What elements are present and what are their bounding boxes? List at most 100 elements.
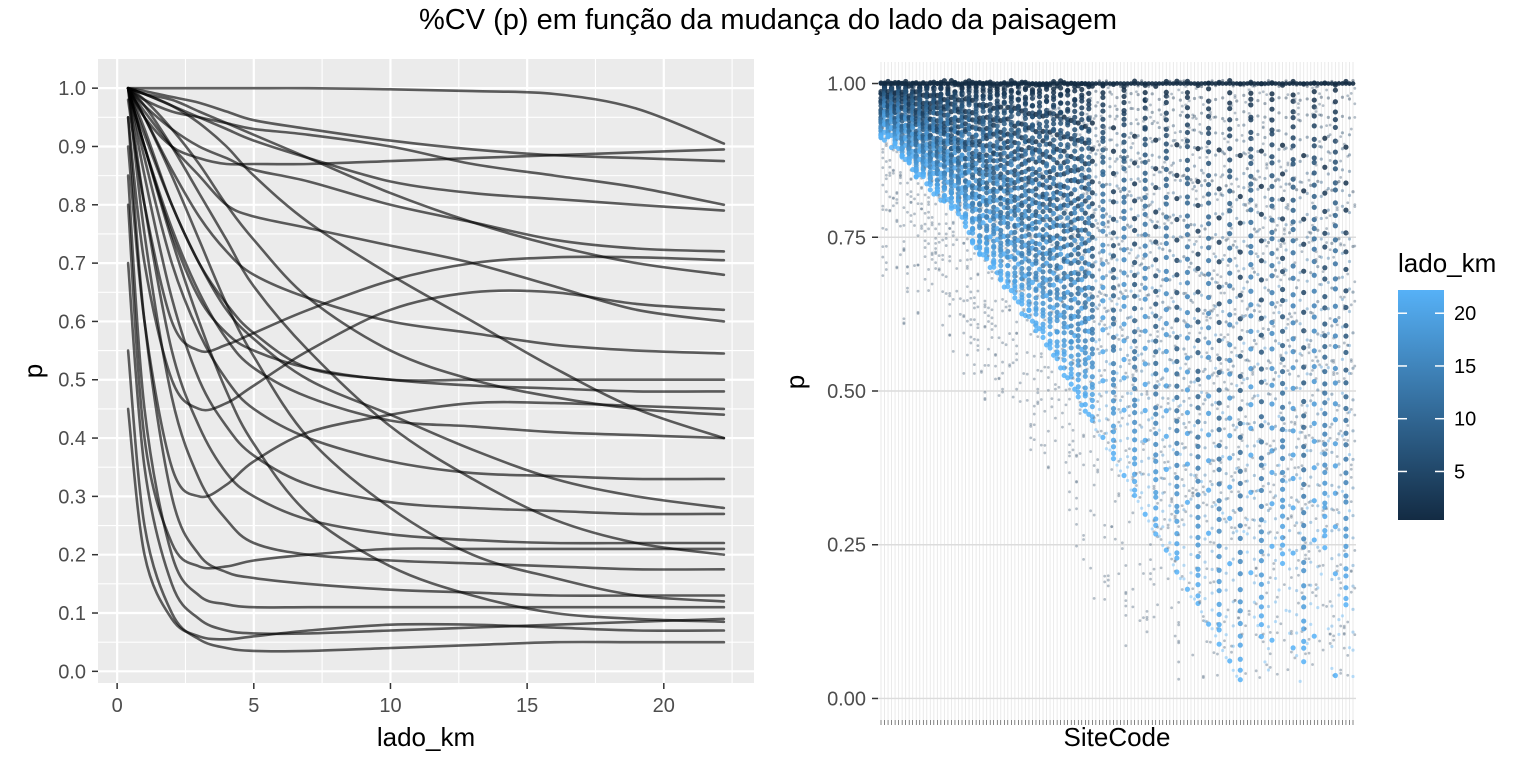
data-point <box>1219 402 1223 406</box>
data-point <box>1174 518 1180 524</box>
data-point <box>1157 125 1161 130</box>
data-point <box>1092 420 1096 424</box>
data-point <box>1005 262 1011 269</box>
data-point <box>1240 371 1244 375</box>
data-point <box>1025 372 1029 376</box>
data-point <box>1226 140 1230 144</box>
data-point <box>1191 587 1195 591</box>
data-point <box>881 208 885 212</box>
data-point <box>1103 535 1107 539</box>
data-point <box>1180 235 1184 239</box>
left-x-tick-label: 15 <box>516 695 538 717</box>
data-point <box>1237 152 1243 159</box>
data-point <box>1184 468 1188 472</box>
data-point <box>1124 161 1128 164</box>
data-point <box>1223 645 1226 649</box>
series-line-26 <box>126 86 726 212</box>
data-point <box>1082 292 1088 298</box>
data-point <box>920 202 923 206</box>
data-point <box>1075 377 1081 383</box>
data-point <box>1072 88 1078 94</box>
data-point <box>1150 311 1154 315</box>
data-point <box>1189 453 1193 457</box>
data-point <box>1072 108 1078 114</box>
data-point <box>1226 237 1230 241</box>
data-point <box>1163 160 1166 164</box>
data-point <box>1198 412 1202 416</box>
data-point <box>1174 195 1180 202</box>
data-point <box>1163 367 1169 373</box>
data-point <box>1061 357 1067 363</box>
data-point <box>888 208 892 212</box>
data-point <box>1205 354 1212 360</box>
series-line-16 <box>126 349 726 653</box>
data-point <box>1233 239 1237 243</box>
data-point <box>1089 351 1095 357</box>
data-point <box>1040 226 1046 233</box>
data-point <box>1124 613 1128 617</box>
data-point <box>906 159 912 165</box>
data-point <box>1008 364 1012 368</box>
data-point <box>1235 198 1239 202</box>
data-point <box>1092 513 1096 517</box>
data-point <box>1138 289 1142 293</box>
data-point <box>1180 413 1184 416</box>
data-point <box>1252 270 1256 274</box>
data-point <box>1178 403 1183 407</box>
data-point <box>1121 472 1127 479</box>
data-point <box>1182 399 1186 403</box>
data-point <box>1100 154 1106 160</box>
data-point <box>1195 465 1201 471</box>
data-point <box>1012 278 1018 284</box>
data-point <box>1153 301 1159 307</box>
data-point <box>1039 398 1043 401</box>
data-point <box>927 182 933 188</box>
data-point <box>1205 214 1212 220</box>
data-point <box>1043 123 1050 129</box>
left-y-tick-label: 0.9 <box>58 136 86 158</box>
data-point <box>1132 377 1138 383</box>
data-point <box>1153 477 1159 483</box>
data-point <box>1224 520 1228 524</box>
data-point <box>1159 242 1163 246</box>
data-point <box>1248 402 1254 408</box>
data-point <box>1171 253 1175 258</box>
data-point <box>1214 131 1218 135</box>
data-point <box>1138 562 1142 566</box>
data-point <box>1092 483 1096 487</box>
data-point <box>1224 571 1228 575</box>
data-point <box>997 336 1001 340</box>
data-point <box>1195 514 1201 521</box>
data-point <box>1094 104 1098 108</box>
data-point <box>1138 246 1142 250</box>
data-point <box>1212 580 1216 584</box>
data-point <box>937 267 941 271</box>
data-point <box>1189 324 1193 328</box>
data-point <box>1108 105 1112 109</box>
data-point <box>1216 627 1222 633</box>
data-point <box>1195 572 1201 578</box>
data-point <box>1227 257 1233 263</box>
data-point <box>1187 99 1191 103</box>
data-point <box>1208 540 1212 544</box>
data-point <box>1099 292 1103 296</box>
data-point <box>1004 305 1008 309</box>
data-point <box>1147 233 1151 238</box>
data-point <box>1015 387 1019 391</box>
data-point <box>1224 281 1228 285</box>
data-point <box>1131 383 1135 387</box>
data-point <box>1216 215 1222 221</box>
data-point <box>1153 469 1159 475</box>
data-point <box>1216 498 1222 504</box>
data-point <box>1180 91 1184 95</box>
data-point <box>1132 428 1138 434</box>
data-point <box>1205 640 1209 644</box>
data-point <box>1094 193 1098 197</box>
data-point <box>1124 590 1128 594</box>
data-point <box>1061 119 1064 123</box>
data-point <box>1221 309 1225 314</box>
data-point <box>1072 127 1078 133</box>
data-point <box>1184 352 1188 356</box>
data-point <box>1163 332 1169 338</box>
data-point <box>1011 120 1015 124</box>
